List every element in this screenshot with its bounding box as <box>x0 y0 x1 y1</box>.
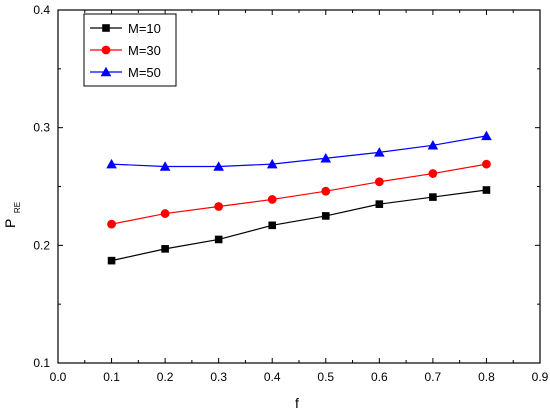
x-tick-label: 0.7 <box>425 370 442 384</box>
data-point <box>428 169 438 178</box>
series-line <box>111 135 487 168</box>
data-point <box>267 195 277 204</box>
legend-label: M=10 <box>128 21 161 36</box>
legend-label: M=30 <box>128 43 161 58</box>
legend-marker <box>102 24 110 32</box>
data-point <box>374 147 385 157</box>
data-point <box>321 212 330 220</box>
y-axis-label-main: P <box>2 219 18 228</box>
data-point <box>159 161 171 171</box>
data-point <box>213 161 224 171</box>
data-point <box>160 209 170 218</box>
series-m-30 <box>107 159 491 229</box>
data-point <box>482 186 491 194</box>
series-m-10 <box>107 186 491 265</box>
x-tick-label: 0.1 <box>103 370 120 384</box>
legend-marker <box>100 66 112 77</box>
data-point <box>481 130 492 141</box>
data-point <box>321 186 331 196</box>
y-tick-label: 0.2 <box>33 238 50 252</box>
series-m-50 <box>106 130 492 171</box>
data-point <box>268 221 277 230</box>
legend-entry: M=30 <box>90 43 161 58</box>
x-tick-label: 0.8 <box>478 370 495 384</box>
y-tick-label: 0.3 <box>33 121 50 135</box>
data-point <box>161 245 169 253</box>
data-point <box>106 158 117 169</box>
series-layer <box>106 130 492 265</box>
x-tick-label: 0.6 <box>371 370 388 384</box>
data-point <box>320 152 332 163</box>
y-axis-label: P RE <box>2 202 22 228</box>
data-point <box>107 219 116 229</box>
legend-entry: M=50 <box>90 65 161 80</box>
data-point <box>375 200 384 208</box>
y-axis-label-subscript: RE <box>13 202 22 213</box>
data-point <box>427 140 439 150</box>
data-point <box>429 193 437 201</box>
series-line <box>111 163 487 225</box>
series-line <box>111 189 487 262</box>
legend-marker <box>101 45 111 55</box>
data-point <box>266 158 278 169</box>
x-tick-label: 0.5 <box>317 370 334 384</box>
data-point <box>214 202 224 211</box>
x-tick-label: 0.3 <box>210 370 227 384</box>
data-point <box>374 177 384 187</box>
x-tick-label: 0.9 <box>532 370 549 384</box>
x-tick-label: 0.0 <box>50 370 67 384</box>
legend-label: M=50 <box>128 65 161 80</box>
x-axis-label: f <box>295 395 299 411</box>
y-tick-label: 0.1 <box>33 356 50 370</box>
data-point <box>214 235 223 244</box>
legend: M=10 M=30 M=50 <box>83 13 177 87</box>
data-point <box>107 256 116 265</box>
data-point <box>482 159 491 169</box>
x-tick-label: 0.4 <box>264 370 281 384</box>
x-tick-label: 0.2 <box>157 370 174 384</box>
y-tick-label: 0.4 <box>33 3 50 17</box>
axes: 0.0 0.1 0.2 0.3 0.4 0.5 0.6 0.7 0.8 0.90.10.20.30… <box>33 3 548 384</box>
legend-entry: M=10 <box>90 21 161 36</box>
